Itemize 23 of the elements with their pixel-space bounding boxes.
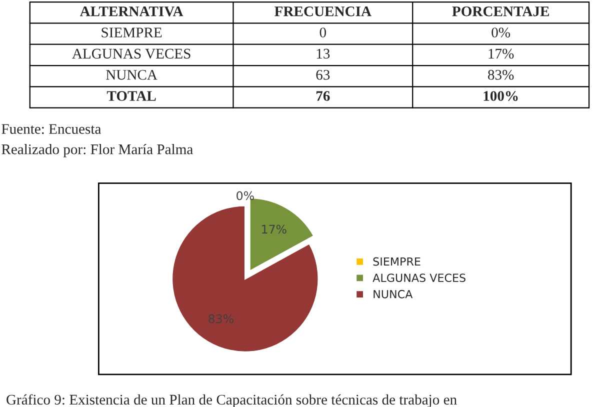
text: ALTERNATIVA — [80, 6, 184, 16]
source-note: Fuente: Encuesta — [2, 124, 102, 134]
legend-label: NUNCA — [374, 290, 413, 298]
text: Realizado por: Flor María Palma — [2, 144, 193, 158]
text: 0% — [236, 191, 254, 200]
legend-label: SIEMPRE — [373, 257, 420, 266]
text: ALGUNAS VECES — [72, 48, 190, 59]
text: 13 — [316, 48, 330, 59]
data-label: 17% — [262, 224, 286, 234]
text: 0 — [320, 28, 326, 38]
text: PORCENTAJE — [452, 6, 549, 16]
text: 0% — [492, 28, 510, 38]
text: TOTAL — [106, 91, 156, 101]
data-label: 83% — [208, 314, 234, 324]
legend-label: ALGUNAS VECES — [372, 274, 466, 282]
text: 83% — [488, 70, 514, 80]
text: 100% — [484, 91, 518, 101]
text: SIEMPRE — [102, 28, 162, 38]
text: FRECUENCIA — [274, 6, 372, 16]
text: NUNCA — [106, 70, 158, 80]
text: 17% — [488, 48, 514, 59]
text: 76 — [316, 91, 330, 101]
text: 63 — [316, 70, 330, 80]
